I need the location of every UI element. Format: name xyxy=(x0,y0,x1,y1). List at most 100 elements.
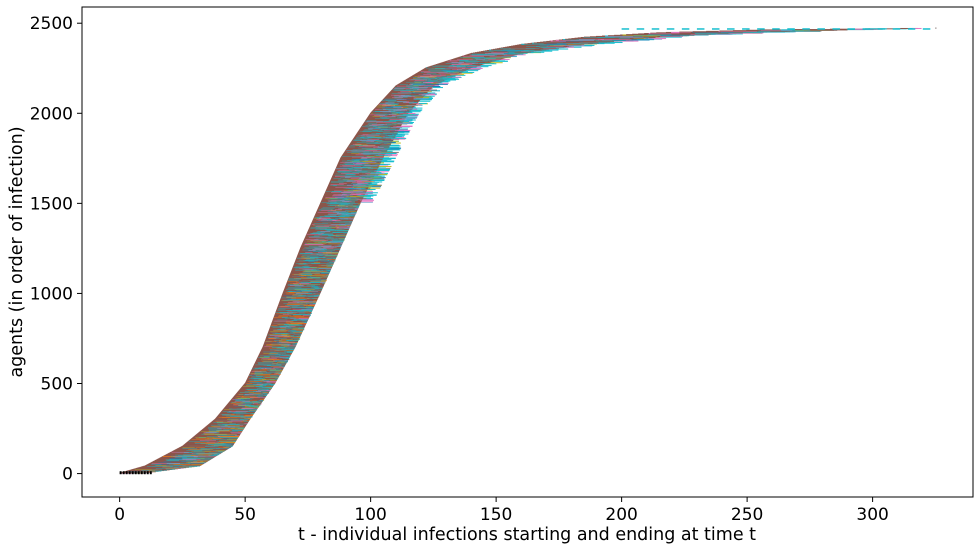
y-tick-label: 1500 xyxy=(30,194,73,214)
x-axis-ticks: 0 50 100 150 200 250 300 xyxy=(114,497,889,525)
infection-state-segment xyxy=(437,81,449,83)
infection-state-segment xyxy=(379,159,392,161)
infection-state-segment xyxy=(402,118,413,120)
infection-state-segment xyxy=(370,176,382,178)
infection-state-segment xyxy=(393,125,413,127)
infection-state-segment xyxy=(309,315,311,317)
infection-state-segment xyxy=(375,163,391,165)
infection-state-segment xyxy=(430,83,448,85)
infection-state-segment xyxy=(360,201,374,203)
initial-infection-mark xyxy=(125,471,128,475)
x-tick-label: 300 xyxy=(856,505,888,525)
initial-infection-mark xyxy=(131,471,134,475)
infection-state-segment xyxy=(643,38,667,40)
infection-state-segment xyxy=(360,194,377,196)
infection-state-segment xyxy=(460,71,475,73)
infection-state-segment xyxy=(376,168,391,170)
infection-state-segment xyxy=(287,361,289,363)
infection-state-segment xyxy=(658,36,682,38)
x-tick-label: 50 xyxy=(234,505,256,525)
x-axis-label: t - individual infections starting and e… xyxy=(298,525,756,545)
infection-state-segment xyxy=(389,135,405,137)
x-tick-label: 0 xyxy=(114,505,125,525)
infection-state-segment xyxy=(359,199,374,201)
infection-state-segment xyxy=(367,183,378,185)
infection-segment xyxy=(794,29,866,31)
infection-state-segment xyxy=(408,111,421,113)
infection-state-segment xyxy=(379,155,398,157)
infection-state-segment xyxy=(398,128,408,130)
infection-state-segment xyxy=(298,338,300,340)
y-tick-label: 0 xyxy=(62,465,73,485)
infection-state-segment xyxy=(393,131,410,133)
infection-state-segment xyxy=(423,92,436,94)
initial-infection-mark xyxy=(140,471,143,475)
infection-state-segment xyxy=(418,100,431,102)
infection-state-segment xyxy=(391,138,406,140)
infection-state-segment xyxy=(397,129,408,131)
infection-state-segment xyxy=(431,87,444,89)
infection-state-segment xyxy=(399,116,418,118)
infection-state-segment xyxy=(380,160,395,162)
infection-state-segment xyxy=(388,147,402,149)
infection-state-segment xyxy=(260,403,262,405)
initial-infection-mark xyxy=(119,471,122,475)
infection-state-segment xyxy=(782,29,797,31)
infection-state-segment xyxy=(477,65,492,67)
infection-state-segment xyxy=(423,90,440,92)
infection-state-segment xyxy=(367,187,381,189)
infection-state-segment xyxy=(378,161,394,163)
infection-state-segment xyxy=(303,329,305,331)
plot-frame xyxy=(81,6,974,498)
y-tick-label: 2500 xyxy=(30,14,73,34)
infection-state-segment xyxy=(374,169,390,171)
infection-state-segment xyxy=(374,170,390,172)
initial-infection-mark xyxy=(137,471,140,475)
initial-infection-mark xyxy=(122,471,125,475)
infection-state-segment xyxy=(592,42,615,44)
infection-state-segment xyxy=(251,416,253,418)
infection-state-segment xyxy=(388,144,399,146)
initial-infection-mark xyxy=(128,471,131,475)
x-tick-label: 200 xyxy=(605,505,637,525)
y-tick-label: 2000 xyxy=(30,104,73,124)
y-axis-ticks: 0 500 1000 1500 2000 2500 xyxy=(30,14,82,485)
infection-state-segment xyxy=(377,165,392,167)
infection-state-segment xyxy=(268,392,270,394)
infection-state-segment xyxy=(390,137,403,139)
infection-state-segment xyxy=(359,195,374,197)
infection-state-segment xyxy=(384,153,398,155)
y-tick-label: 500 xyxy=(41,375,73,395)
infection-state-segment xyxy=(413,98,432,100)
infection-state-segment xyxy=(391,140,399,142)
infection-state-segment xyxy=(541,49,559,51)
initial-infection-mark xyxy=(146,471,149,475)
infection-state-segment xyxy=(443,79,457,81)
infection-state-segment xyxy=(391,133,409,135)
infection-state-segment xyxy=(398,123,413,125)
infection-state-segment xyxy=(364,178,385,180)
infection-state-segment xyxy=(406,110,422,112)
x-tick-label: 250 xyxy=(731,505,763,525)
infection-state-segment xyxy=(263,399,265,401)
infection-state-segment xyxy=(310,312,312,314)
initial-infection-mark xyxy=(143,471,146,475)
infection-state-segment xyxy=(288,359,290,361)
infection-state-segment xyxy=(325,280,327,282)
infection-state-segment xyxy=(461,67,483,69)
infection-segments xyxy=(119,27,937,475)
infection-state-segment xyxy=(428,89,438,91)
infection-state-segment xyxy=(484,62,503,64)
infection-state-segment xyxy=(629,39,655,41)
infection-state-segment xyxy=(370,172,382,174)
initial-infection-mark xyxy=(149,471,152,475)
infection-state-segment xyxy=(391,130,410,132)
infection-state-segment xyxy=(598,42,623,44)
infection-state-segment xyxy=(457,72,473,74)
infection-state-segment xyxy=(400,120,410,122)
infection-state-segment xyxy=(912,27,922,29)
infection-state-segment xyxy=(363,192,378,194)
infection-state-segment xyxy=(935,27,937,29)
infection-state-segment xyxy=(409,109,423,111)
